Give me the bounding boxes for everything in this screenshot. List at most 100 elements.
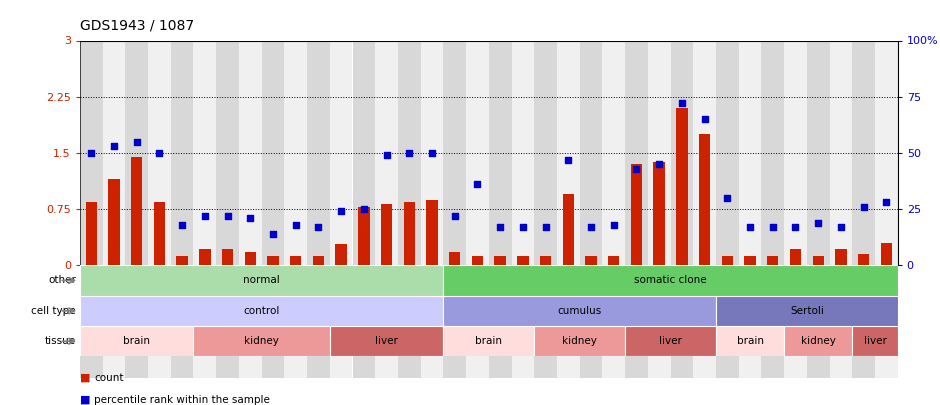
Text: cell type: cell type xyxy=(31,306,76,316)
Bar xyxy=(398,40,420,265)
Point xyxy=(697,116,713,122)
Bar xyxy=(108,179,119,265)
Bar xyxy=(375,265,398,377)
Point xyxy=(561,156,576,163)
Bar xyxy=(716,40,739,265)
Bar xyxy=(603,40,625,265)
Bar xyxy=(716,296,898,326)
Text: somatic clone: somatic clone xyxy=(634,275,707,286)
Point xyxy=(743,224,758,230)
Bar xyxy=(875,40,898,265)
Point xyxy=(379,152,394,158)
Text: other: other xyxy=(48,275,76,286)
Bar xyxy=(216,40,239,265)
Text: control: control xyxy=(243,306,280,316)
Bar xyxy=(716,326,784,356)
Text: tissue: tissue xyxy=(45,336,76,346)
Bar xyxy=(739,265,761,377)
Bar xyxy=(171,40,194,265)
Bar xyxy=(767,256,778,265)
Bar xyxy=(444,296,716,326)
Bar xyxy=(494,256,506,265)
Bar xyxy=(699,134,711,265)
Bar xyxy=(444,265,466,377)
Text: kidney: kidney xyxy=(562,336,597,346)
Bar xyxy=(829,40,853,265)
Bar xyxy=(631,164,642,265)
Point xyxy=(765,224,780,230)
Bar xyxy=(744,256,756,265)
Point xyxy=(651,161,666,167)
Bar xyxy=(80,265,102,377)
Bar xyxy=(330,326,444,356)
Text: normal: normal xyxy=(243,275,280,286)
Bar xyxy=(784,326,853,356)
Bar xyxy=(307,40,330,265)
Bar xyxy=(102,265,125,377)
Bar xyxy=(444,265,898,296)
Bar xyxy=(676,108,687,265)
Bar xyxy=(853,326,898,356)
Point xyxy=(856,204,871,210)
Bar xyxy=(444,40,466,265)
Bar xyxy=(603,265,625,377)
Bar xyxy=(586,256,597,265)
Bar xyxy=(313,256,324,265)
Bar xyxy=(80,296,444,326)
Bar xyxy=(472,256,483,265)
Bar xyxy=(625,265,648,377)
Bar xyxy=(358,207,369,265)
Bar xyxy=(80,40,102,265)
Bar xyxy=(489,40,511,265)
Bar xyxy=(653,162,665,265)
Text: liver: liver xyxy=(375,336,398,346)
Bar xyxy=(716,265,739,377)
Bar xyxy=(267,256,278,265)
Bar xyxy=(761,265,784,377)
Bar xyxy=(563,194,574,265)
Point xyxy=(197,213,212,219)
Point xyxy=(289,222,304,228)
Bar xyxy=(194,265,216,377)
Bar xyxy=(625,326,716,356)
Point xyxy=(106,143,121,149)
Bar xyxy=(466,265,489,377)
Bar xyxy=(102,40,125,265)
Bar xyxy=(517,256,528,265)
Bar xyxy=(403,202,415,265)
Point xyxy=(720,195,735,201)
Bar xyxy=(336,244,347,265)
Bar xyxy=(812,256,823,265)
Bar xyxy=(381,204,392,265)
Bar xyxy=(80,326,194,356)
Text: count: count xyxy=(94,373,123,383)
Bar xyxy=(489,265,511,377)
Bar xyxy=(125,40,149,265)
Bar xyxy=(466,40,489,265)
Bar xyxy=(556,265,580,377)
Bar xyxy=(670,265,694,377)
Point xyxy=(175,222,190,228)
Point xyxy=(538,224,553,230)
Bar xyxy=(149,265,171,377)
Point xyxy=(265,230,280,237)
Text: Sertoli: Sertoli xyxy=(790,306,823,316)
Bar xyxy=(511,40,534,265)
Bar xyxy=(171,265,194,377)
Bar xyxy=(836,249,847,265)
Text: brain: brain xyxy=(476,336,502,346)
Bar xyxy=(149,40,171,265)
Bar xyxy=(177,256,188,265)
Bar xyxy=(853,265,875,377)
Text: ■: ■ xyxy=(80,373,90,383)
Bar xyxy=(534,265,556,377)
Bar xyxy=(784,265,807,377)
Bar xyxy=(790,249,801,265)
Bar xyxy=(722,256,733,265)
Point xyxy=(84,150,99,156)
Bar xyxy=(881,243,892,265)
Point xyxy=(629,165,644,172)
Text: liver: liver xyxy=(659,336,682,346)
Point xyxy=(879,199,894,206)
Point xyxy=(810,220,825,226)
